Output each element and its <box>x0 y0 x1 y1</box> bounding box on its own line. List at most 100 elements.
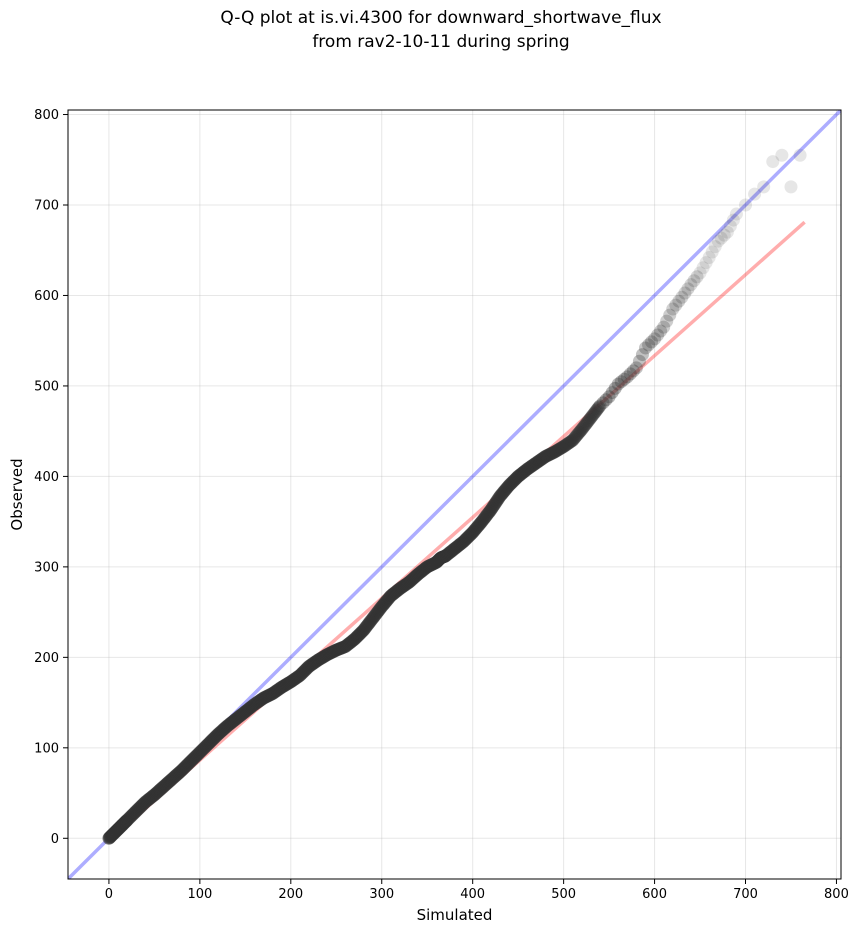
data-point <box>635 348 649 362</box>
data-point <box>592 400 606 414</box>
x-tick-label: 100 <box>187 887 212 902</box>
y-tick-label: 700 <box>34 198 59 213</box>
data-point <box>565 434 579 448</box>
data-point <box>570 428 584 442</box>
data-point <box>660 314 674 328</box>
x-tick-label: 700 <box>733 887 758 902</box>
y-tick-label: 0 <box>51 832 59 847</box>
data-point <box>588 405 602 419</box>
data-point <box>554 441 568 455</box>
x-tick-label: 600 <box>642 887 667 902</box>
data-point <box>569 429 583 443</box>
data-point <box>684 278 698 292</box>
data-point <box>714 231 728 245</box>
data-point <box>567 432 581 446</box>
data-point <box>784 180 798 194</box>
data-point <box>549 444 563 458</box>
data-point <box>596 396 610 410</box>
x-tick-label: 200 <box>278 887 303 902</box>
data-point <box>562 436 576 450</box>
x-tick-label: 400 <box>460 887 485 902</box>
y-tick-label: 300 <box>34 560 59 575</box>
y-tick-label: 400 <box>34 470 59 485</box>
data-point <box>654 324 668 338</box>
data-point <box>726 213 740 227</box>
data-point <box>626 364 640 378</box>
y-tick-label: 500 <box>34 379 59 394</box>
data-point <box>766 155 780 169</box>
data-point <box>599 393 613 407</box>
data-point <box>723 219 737 233</box>
data-point <box>648 332 662 346</box>
data-point <box>591 402 605 416</box>
data-point <box>581 415 595 429</box>
data-point <box>699 256 713 270</box>
chart-subtitle: from rav2-10-11 during spring <box>312 32 570 52</box>
data-point <box>651 328 665 342</box>
data-point <box>748 187 762 201</box>
data-point <box>585 409 599 423</box>
data-point <box>586 408 600 422</box>
data-point <box>593 399 607 413</box>
data-point <box>693 266 707 280</box>
data-point <box>579 416 593 430</box>
data-point <box>555 440 569 454</box>
data-point <box>602 390 616 404</box>
data-point <box>576 421 590 435</box>
data-point <box>573 425 587 439</box>
data-point <box>559 438 573 452</box>
data-point <box>681 282 695 296</box>
plot-frame <box>67 109 842 880</box>
data-point <box>720 225 734 239</box>
data-point <box>711 234 725 248</box>
y-tick-label: 800 <box>34 108 59 123</box>
data-point <box>575 422 589 436</box>
data-point <box>620 370 634 384</box>
data-point <box>590 403 604 417</box>
data-point <box>717 228 731 242</box>
data-point <box>672 294 686 308</box>
data-point <box>705 245 719 259</box>
data-point <box>577 419 591 433</box>
data-point <box>546 446 560 460</box>
data-points <box>102 148 807 845</box>
data-point <box>675 290 689 304</box>
data-point <box>642 338 656 352</box>
data-point <box>666 302 680 316</box>
x-tick-label: 300 <box>369 887 394 902</box>
data-point <box>552 442 566 456</box>
x-tick-label: 800 <box>824 887 849 902</box>
y-tick-label: 100 <box>34 741 59 756</box>
x-axis-label: Simulated <box>417 906 493 924</box>
chart-title: Q-Q plot at is.vi.4300 for downward_shor… <box>220 8 662 28</box>
data-point <box>638 341 652 355</box>
data-point <box>560 437 574 451</box>
x-tick-label: 0 <box>105 887 113 902</box>
data-point <box>678 286 692 300</box>
data-point <box>571 426 585 440</box>
data-point <box>605 386 619 400</box>
data-point <box>702 250 716 264</box>
ticks: 0 100 200 300 400 500 600 700 800 0 100 200 300 400 50… <box>34 108 849 902</box>
data-point <box>582 414 596 428</box>
data-point <box>708 240 722 254</box>
data-point <box>617 372 631 386</box>
data-point <box>663 308 677 322</box>
data-point <box>729 207 743 221</box>
fit-line <box>107 220 806 843</box>
data-point <box>690 270 704 284</box>
y-tick-label: 600 <box>34 289 59 304</box>
data-point <box>563 435 577 449</box>
data-point <box>611 377 625 391</box>
data-point <box>657 320 671 334</box>
data-point <box>739 198 753 212</box>
data-point <box>557 440 571 454</box>
data-point <box>551 443 565 457</box>
y-tick-label: 200 <box>34 651 59 666</box>
data-point <box>574 424 588 438</box>
data-point <box>561 436 575 450</box>
data-point <box>608 381 622 395</box>
data-point <box>632 354 646 368</box>
data-point <box>793 148 807 162</box>
